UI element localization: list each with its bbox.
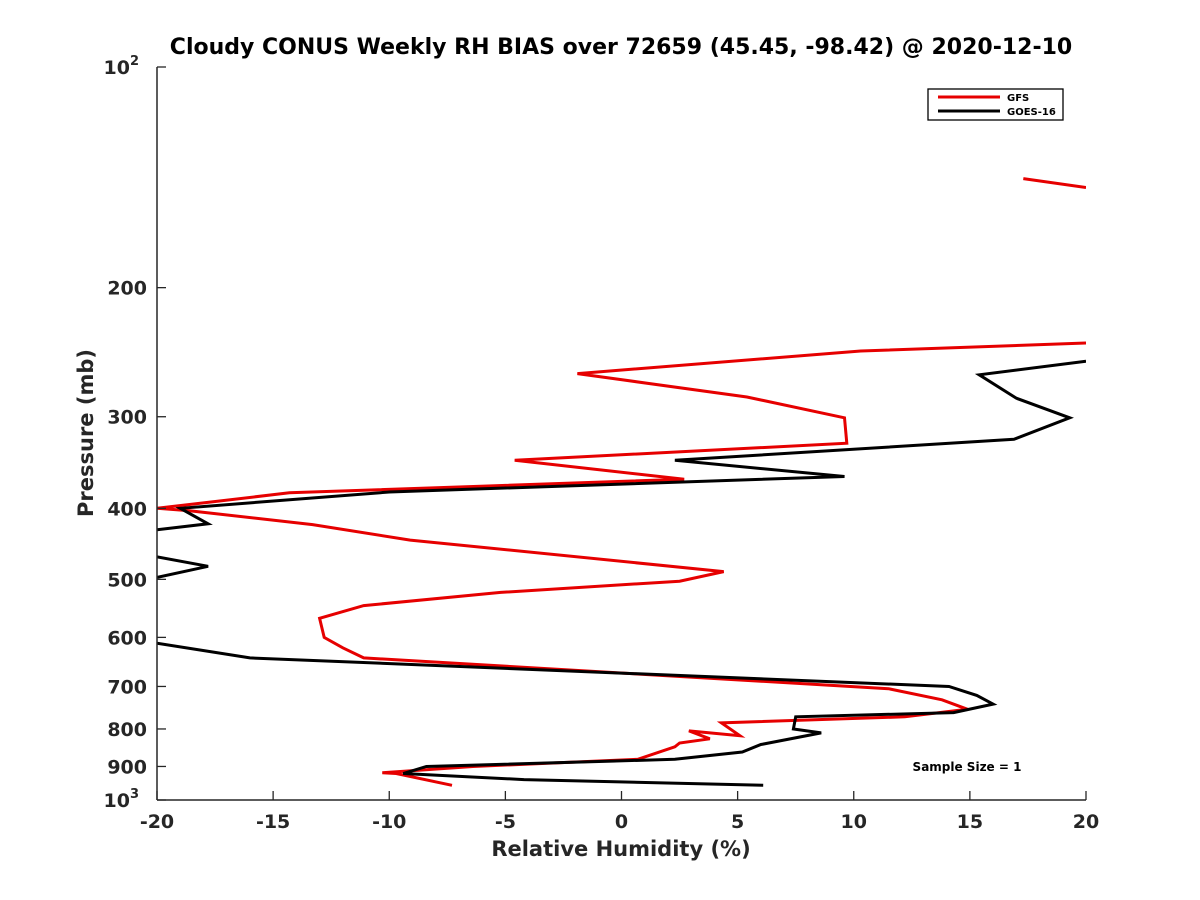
x-tick-label: 15 (957, 811, 983, 833)
series-line-goes-16-segment-1 (157, 359, 1086, 532)
x-tick-label: -5 (495, 811, 516, 833)
series-goes-16 (157, 359, 1086, 787)
legend-box (927, 88, 1064, 121)
x-tick-label: 20 (1073, 811, 1099, 833)
legend-label-gfs: GFS (1007, 93, 1029, 104)
x-tick-label: -20 (140, 811, 174, 833)
legend-items: GFS GOES-16 (938, 93, 1056, 118)
x-tick-label: -15 (256, 811, 290, 833)
x-tick-label: 5 (731, 811, 744, 833)
series-line-gfs-segment-2 (157, 341, 1086, 787)
plot-area: -20 -15 -10 -5 0 5 10 15 20 102 200 300 400 500 600 700… (104, 54, 1100, 833)
y-tick-label: 200 (107, 278, 147, 300)
series-line-goes-16-segment-2 (157, 555, 209, 579)
y-tick-label: 103 (104, 787, 140, 812)
chart-title: Cloudy CONUS Weekly RH BIAS over 72659 (… (170, 35, 1072, 60)
y-tick-label: 400 (107, 498, 147, 520)
x-tick-label: 10 (841, 811, 867, 833)
y-tick-label: 500 (107, 569, 147, 591)
sample-size-annotation: Sample Size = 1 (913, 760, 1022, 774)
y-tick-label: 102 (104, 54, 140, 79)
x-axis-title: Relative Humidity (%) (491, 837, 750, 861)
x-tick-label: -10 (372, 811, 406, 833)
y-tick-label: 800 (107, 719, 147, 741)
series-gfs (157, 177, 1086, 787)
y-axis-title: Pressure (mb) (74, 349, 98, 517)
x-tick-label: 0 (615, 811, 628, 833)
y-tick-label: 900 (107, 756, 147, 778)
series-line-goes-16-segment-3 (157, 641, 998, 787)
legend-label-goes-16: GOES-16 (1007, 107, 1056, 118)
y-tick-label: 700 (107, 676, 147, 698)
y-tick-label: 600 (107, 627, 147, 649)
series-line-gfs-segment-1 (1023, 177, 1086, 189)
series-layer (157, 177, 1086, 787)
legend: GFS GOES-16 (927, 88, 1064, 121)
y-tick-label: 300 (107, 407, 147, 429)
axes-layer: -20 -15 -10 -5 0 5 10 15 20 102 200 300 400 500 600 700… (104, 54, 1100, 833)
